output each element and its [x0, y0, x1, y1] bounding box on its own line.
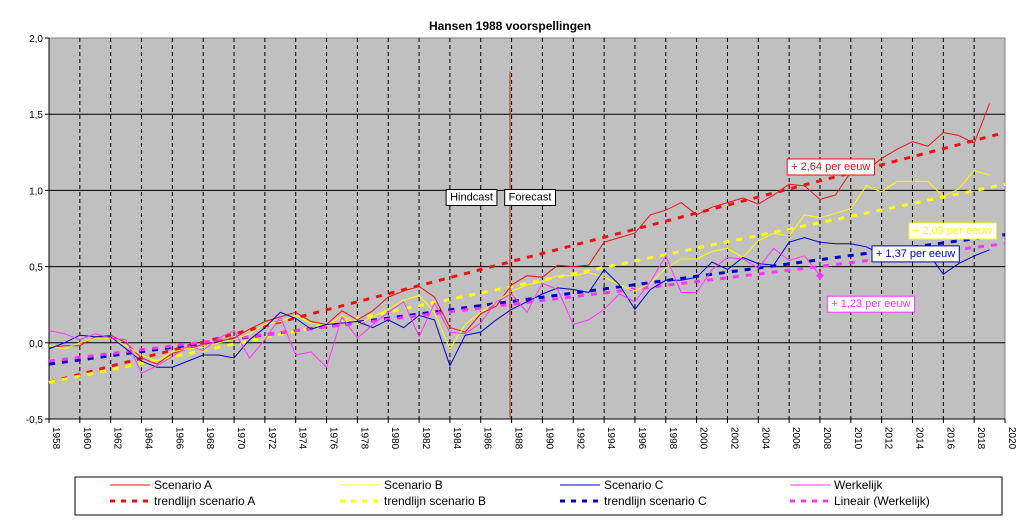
x-tick-label: 1962 — [112, 427, 123, 450]
annotation: Forecast — [504, 189, 557, 206]
x-tick-label: 1972 — [266, 427, 277, 450]
series-line-7 — [48, 242, 1006, 363]
plot-area — [48, 37, 1006, 420]
series-line-0 — [48, 103, 991, 365]
annotation: + 1,23 per eeuw — [826, 295, 916, 313]
x-tick-label: 2000 — [698, 427, 709, 450]
x-tick-label: 2006 — [790, 427, 801, 450]
x-axis: 1958 1960 1962 1964 1966 1968 1970 1972 1974 1976… — [48, 418, 1017, 450]
y-tick-label: 1,0 — [29, 186, 43, 197]
annotation-label: + 2,64 per eeuw — [791, 161, 870, 173]
annotation-label: Hindcast — [450, 191, 493, 203]
x-tick-label: 1958 — [50, 427, 61, 450]
x-tick-label: 1960 — [81, 427, 92, 450]
annotation-box — [871, 245, 960, 263]
legend-label: trendlijn scenario B — [384, 494, 486, 508]
series-line-2 — [48, 237, 990, 368]
annotation-label: + 2,09 per eeuw — [913, 225, 992, 237]
annotation: + 1,37 per eeuw — [871, 245, 960, 263]
x-tick-label: 2012 — [883, 427, 894, 450]
legend-label: Lineair (Werkelijk) — [834, 494, 930, 508]
legend-label: Scenario A — [154, 478, 212, 492]
annotation-box — [786, 158, 876, 176]
x-tick-label: 1974 — [297, 427, 308, 450]
x-tick-label: 1988 — [513, 427, 524, 450]
series-line-1 — [48, 170, 990, 362]
x-tick-label: 1970 — [235, 427, 246, 450]
y-tick-label: 1,5 — [29, 110, 43, 121]
x-tick-label: 1998 — [667, 427, 678, 450]
legend-label: Werkelijk — [834, 478, 883, 492]
x-tick-label: 2008 — [821, 427, 832, 450]
x-tick-label: 2014 — [913, 427, 924, 450]
x-tick-label: 1966 — [173, 427, 184, 450]
chart-title: Hansen 1988 voorspellingen — [429, 19, 591, 33]
annotation-layer: Hindcast Forecast + 2,64 per eeuw + 2,09 pe… — [445, 71, 997, 419]
x-tick-label: 1994 — [605, 427, 616, 450]
grid-lines — [49, 38, 1005, 419]
x-tick-label: 1964 — [143, 427, 154, 450]
legend: Scenario A Scenario B Scenario C Werkelijk t… — [110, 478, 930, 508]
y-tick-label: 2,0 — [29, 34, 43, 45]
legend-label: Scenario B — [384, 478, 443, 492]
x-tick-label: 2018 — [975, 427, 986, 450]
annotation: + 2,64 per eeuw — [786, 158, 876, 176]
annotation-box — [908, 222, 997, 240]
legend-label: trendlijn scenario A — [154, 494, 255, 508]
y-tick-label: 0,5 — [29, 263, 43, 274]
annotation: + 2,09 per eeuw — [908, 222, 997, 240]
annotation: Hindcast — [445, 189, 498, 206]
annotation-label: Forecast — [509, 191, 552, 203]
x-tick-label: 2020 — [1006, 427, 1017, 450]
x-tick-label: 2010 — [852, 427, 863, 450]
legend-box — [74, 476, 1003, 516]
annotation-box — [826, 295, 916, 313]
y-axis: -0,5 0,0 0,5 1,0 1,5 2,0 — [26, 34, 50, 426]
data-marker — [815, 271, 824, 280]
x-tick-label: 2016 — [944, 427, 955, 450]
x-tick-label: 1968 — [204, 427, 215, 450]
x-tick-label: 1980 — [389, 427, 400, 450]
x-tick-label: 1996 — [636, 427, 647, 450]
legend-label: Scenario C — [604, 478, 664, 492]
x-tick-label: 1978 — [358, 427, 369, 450]
x-tick-label: 1990 — [543, 427, 554, 450]
y-tick-label: -0,5 — [26, 415, 44, 426]
x-tick-label: 2004 — [759, 427, 770, 450]
x-tick-label: 1986 — [482, 427, 493, 450]
annotation-label: + 1,23 per eeuw — [831, 298, 910, 310]
x-tick-label: 1984 — [451, 427, 462, 450]
legend-label: trendlijn scenario C — [604, 494, 707, 508]
x-tick-label: 1982 — [420, 427, 431, 450]
x-tick-label: 1976 — [328, 427, 339, 450]
x-tick-label: 2002 — [728, 427, 739, 450]
series-line-3 — [48, 247, 821, 374]
annotation-label: + 1,37 per eeuw — [876, 248, 955, 260]
annotation-box — [445, 189, 498, 206]
x-tick-label: 1992 — [574, 427, 585, 450]
y-tick-label: 0,0 — [29, 339, 43, 350]
annotation-box — [504, 189, 557, 206]
